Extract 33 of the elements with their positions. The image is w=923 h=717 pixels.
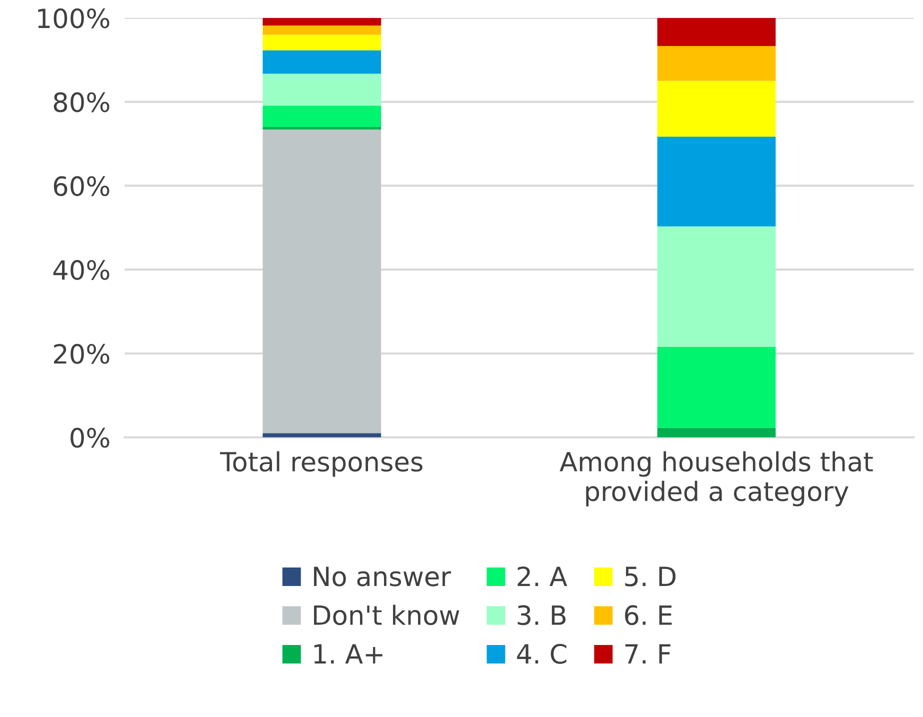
- legend-label: No answer: [314, 566, 452, 586]
- y-tick-label: 80%: [54, 92, 110, 112]
- x-tick-label: Total responses: [220, 451, 422, 477]
- bar: [657, 46, 776, 81]
- bar: [262, 433, 382, 438]
- bar: [262, 129, 382, 434]
- bar: [262, 106, 382, 127]
- bar: [657, 226, 776, 347]
- legend-label: 5. D: [625, 566, 676, 586]
- legend-label: 3. B: [518, 605, 566, 626]
- bar: [657, 428, 776, 438]
- legend-label: Don't know: [314, 604, 460, 626]
- bar: [262, 25, 382, 35]
- bar: [657, 136, 776, 226]
- legend-label: 6. E: [625, 605, 672, 626]
- bar: [262, 126, 382, 130]
- bar: [262, 34, 382, 50]
- legend-label: 7. F: [625, 644, 670, 664]
- bar: [657, 80, 776, 137]
- y-tick-label: 60%: [54, 176, 110, 196]
- bar: [657, 346, 776, 428]
- bar: [262, 50, 382, 74]
- bar: [262, 18, 382, 26]
- y-tick-label: 0%: [70, 428, 110, 448]
- legend-label: 2. A: [518, 566, 568, 586]
- y-tick-label: 20%: [54, 344, 110, 364]
- legend-label: 1. A+: [314, 644, 382, 664]
- y-tick-label: 40%: [53, 260, 110, 280]
- y-tick-label: 100%: [38, 8, 110, 28]
- bar: [657, 18, 776, 46]
- bar: [262, 74, 382, 106]
- legend-label: 4. C: [517, 644, 566, 664]
- x-tick-label: Among households that provided a category: [560, 451, 873, 506]
